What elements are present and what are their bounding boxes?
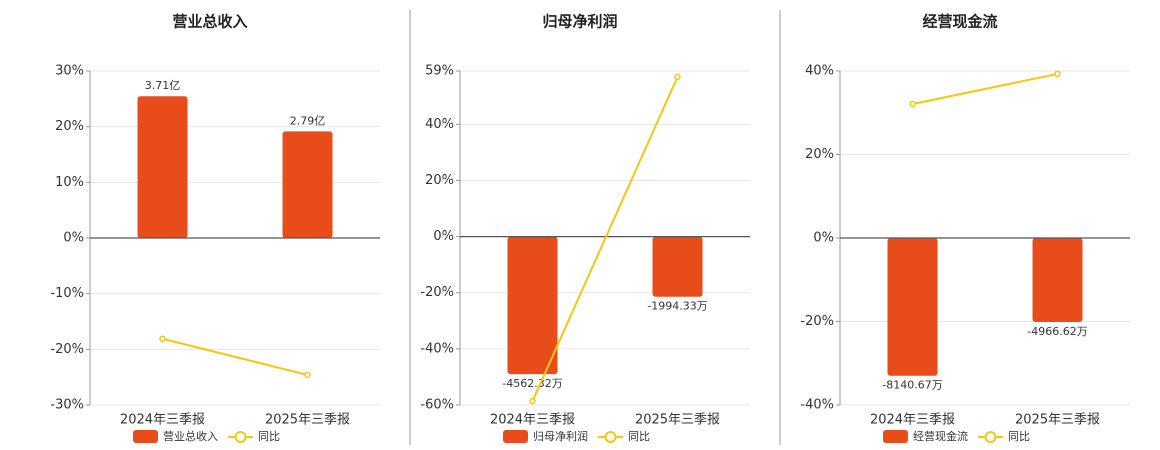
- line-point: [674, 73, 681, 81]
- bar-value-label: 2.79亿: [290, 114, 326, 127]
- bar-value-label: -1994.33万: [647, 300, 707, 313]
- chart-title: 经营现金流: [922, 13, 997, 31]
- x-tick-label: 2025年三季报: [635, 413, 720, 428]
- bar: [1032, 238, 1083, 323]
- y-tick-label: 0%: [813, 231, 834, 246]
- y-tick-label: -10%: [50, 286, 84, 301]
- bar: [887, 238, 938, 376]
- x-tick-label: 2024年三季报: [490, 413, 575, 428]
- line: [531, 76, 679, 402]
- line: [912, 72, 1058, 105]
- bar: [282, 131, 333, 238]
- legend-swatch: [133, 430, 158, 443]
- y-tick-label: -20%: [420, 285, 454, 300]
- bar-value-label: -4562.32万: [502, 377, 562, 390]
- x-tick-label: 2025年三季报: [265, 413, 350, 428]
- bar: [507, 236, 558, 375]
- legend-swatch: [503, 430, 528, 443]
- legend-marker: [984, 431, 997, 443]
- bar: [137, 96, 188, 238]
- legend-marker: [604, 431, 617, 443]
- legend-swatch: [883, 430, 908, 443]
- chart-title: 归母净利润: [542, 13, 617, 31]
- y-tick-label: -20%: [50, 342, 84, 357]
- bar: [652, 236, 703, 297]
- y-tick-label: 40%: [425, 117, 454, 132]
- bar-value-label: -8140.67万: [882, 379, 942, 392]
- legend-label: 同比: [258, 430, 280, 443]
- chart-title: 营业总收入: [172, 13, 247, 31]
- legend-label: 同比: [628, 430, 650, 443]
- y-tick-label: 0%: [63, 231, 84, 246]
- y-tick-label: 40%: [805, 64, 834, 79]
- y-tick-label: 20%: [805, 147, 834, 162]
- line-point: [159, 335, 166, 343]
- legend-marker: [234, 431, 247, 443]
- y-tick-label: -60%: [420, 398, 454, 413]
- line-point: [1054, 70, 1061, 78]
- y-tick-label: -40%: [420, 341, 454, 356]
- y-tick-label: -40%: [800, 398, 834, 413]
- y-tick-label: 0%: [433, 229, 454, 244]
- legend-label: 营业总收入: [163, 429, 218, 443]
- y-tick-label: 30%: [55, 64, 84, 79]
- x-tick-label: 2024年三季报: [120, 413, 205, 428]
- line-point: [909, 100, 916, 108]
- legend-label: 经营现金流: [913, 429, 968, 443]
- legend-label: 同比: [1008, 430, 1030, 443]
- y-tick-label: -20%: [800, 314, 834, 329]
- bar-value-label: -4966.62万: [1027, 325, 1087, 338]
- y-tick-label: 20%: [55, 119, 84, 134]
- y-tick-label: 59%: [425, 64, 454, 79]
- y-tick-label: 20%: [425, 173, 454, 188]
- legend-label: 归母净利润: [533, 429, 588, 443]
- y-tick-label: -30%: [50, 398, 84, 413]
- line-point: [304, 371, 311, 379]
- bar-value-label: 3.71亿: [145, 79, 181, 92]
- x-tick-label: 2024年三季报: [870, 413, 955, 428]
- x-tick-label: 2025年三季报: [1015, 413, 1100, 428]
- line-point: [529, 397, 536, 405]
- line: [162, 337, 308, 376]
- y-tick-label: 10%: [55, 175, 84, 190]
